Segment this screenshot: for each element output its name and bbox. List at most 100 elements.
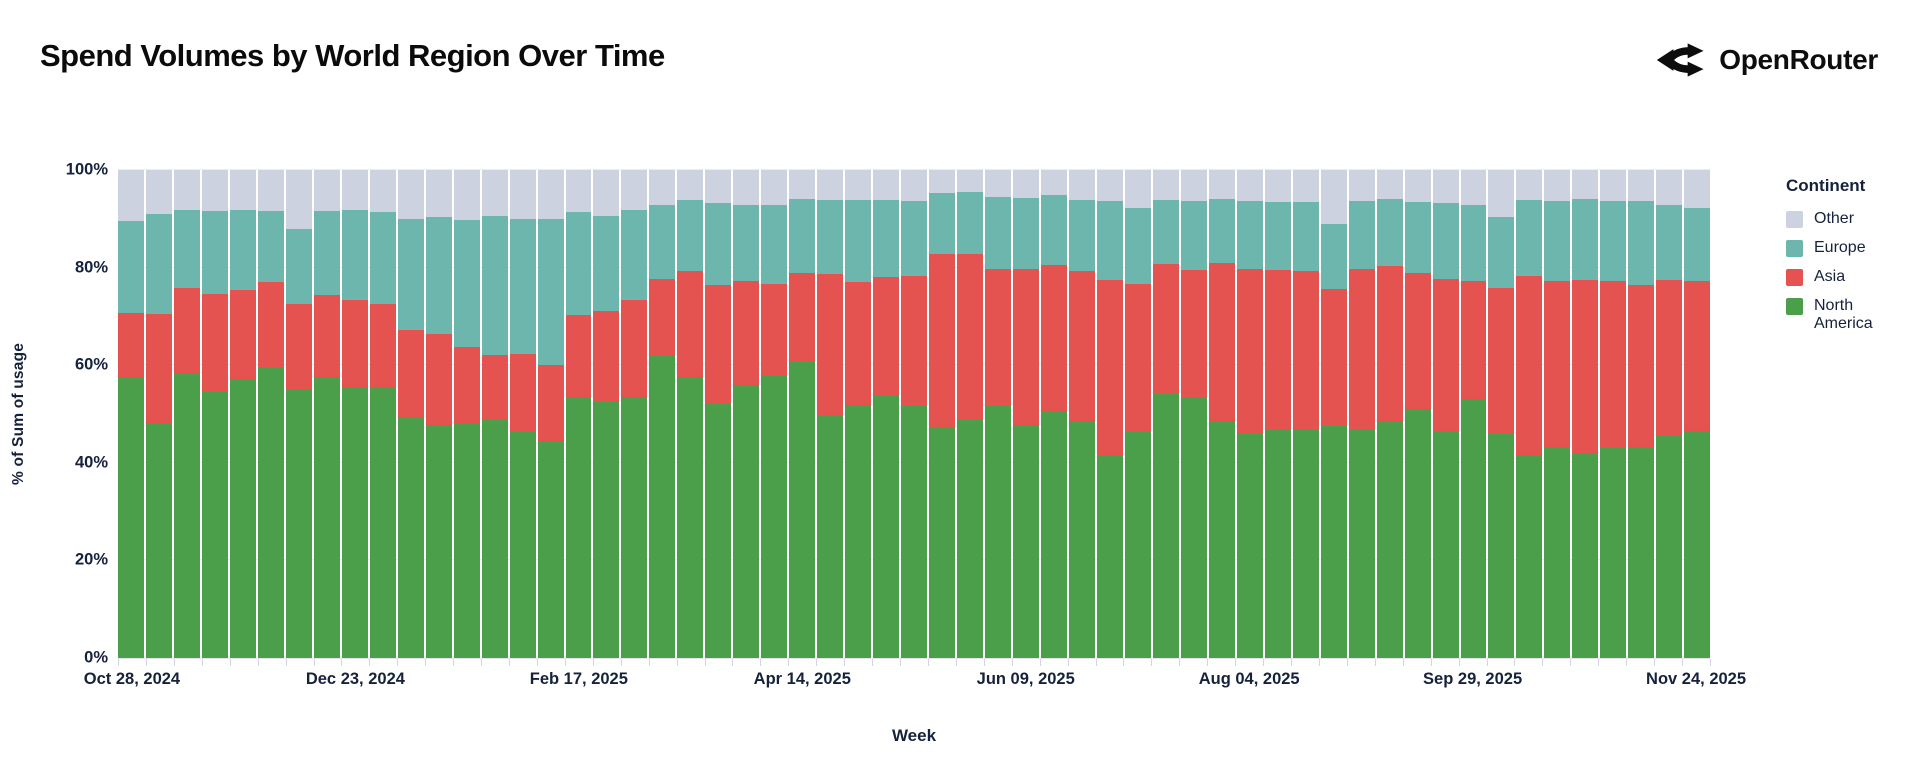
segment-north-america-nov-03-2025[interactable]	[1600, 447, 1627, 658]
segment-north-america-nov-24-2025[interactable]	[1684, 431, 1711, 658]
segment-north-america-aug-11-2025[interactable]	[1264, 430, 1291, 658]
segment-other-feb-24-2025[interactable]	[593, 170, 620, 217]
segment-other-jun-30-2025[interactable]	[1096, 170, 1123, 201]
segment-europe-dec-30-2024[interactable]	[369, 211, 396, 305]
segment-asia-nov-17-2025[interactable]	[1656, 279, 1683, 437]
segment-north-america-sep-01-2025[interactable]	[1348, 429, 1375, 658]
segment-north-america-oct-28-2024[interactable]	[118, 377, 144, 658]
segment-other-nov-17-2025[interactable]	[1656, 170, 1683, 205]
segment-other-mar-03-2025[interactable]	[621, 170, 648, 211]
segment-europe-jun-16-2025[interactable]	[1040, 194, 1067, 266]
segment-asia-jun-02-2025[interactable]	[985, 268, 1011, 406]
segment-asia-dec-30-2024[interactable]	[369, 304, 396, 387]
segment-europe-feb-17-2025[interactable]	[565, 212, 592, 316]
segment-asia-jun-09-2025[interactable]	[1013, 268, 1039, 425]
segment-asia-nov-04-2024[interactable]	[145, 314, 172, 423]
segment-europe-apr-14-2025[interactable]	[789, 198, 816, 273]
segment-asia-may-05-2025[interactable]	[873, 277, 900, 397]
segment-north-america-jul-07-2025[interactable]	[1124, 432, 1151, 658]
segment-north-america-nov-17-2025[interactable]	[1656, 436, 1683, 658]
segment-asia-jun-16-2025[interactable]	[1040, 265, 1067, 412]
segment-north-america-nov-18-2024[interactable]	[201, 392, 228, 658]
segment-europe-dec-09-2024[interactable]	[285, 228, 312, 305]
segment-europe-oct-13-2025[interactable]	[1516, 199, 1543, 277]
segment-europe-jan-27-2025[interactable]	[481, 216, 508, 356]
segment-europe-dec-23-2024[interactable]	[341, 209, 368, 300]
segment-other-may-19-2025[interactable]	[929, 170, 956, 194]
segment-asia-feb-17-2025[interactable]	[565, 315, 592, 398]
segment-europe-mar-31-2025[interactable]	[733, 204, 760, 281]
segment-asia-oct-13-2025[interactable]	[1516, 276, 1543, 455]
segment-other-jun-09-2025[interactable]	[1013, 170, 1039, 198]
segment-other-jul-28-2025[interactable]	[1208, 170, 1235, 199]
segment-europe-aug-25-2025[interactable]	[1320, 224, 1347, 290]
segment-north-america-dec-16-2024[interactable]	[313, 377, 340, 658]
segment-asia-nov-24-2025[interactable]	[1684, 280, 1711, 432]
segment-europe-nov-04-2024[interactable]	[145, 214, 172, 315]
segment-north-america-nov-25-2024[interactable]	[229, 378, 256, 658]
segment-north-america-aug-25-2025[interactable]	[1320, 426, 1347, 658]
segment-other-nov-03-2025[interactable]	[1600, 170, 1627, 202]
segment-europe-jul-21-2025[interactable]	[1180, 201, 1207, 270]
segment-asia-aug-18-2025[interactable]	[1292, 271, 1319, 430]
segment-north-america-oct-20-2025[interactable]	[1544, 446, 1571, 658]
segment-europe-nov-25-2024[interactable]	[229, 210, 256, 290]
segment-asia-dec-09-2024[interactable]	[285, 304, 312, 390]
segment-other-may-05-2025[interactable]	[873, 170, 900, 200]
segment-asia-mar-31-2025[interactable]	[733, 280, 760, 385]
segment-north-america-nov-10-2025[interactable]	[1628, 446, 1655, 658]
segment-asia-sep-08-2025[interactable]	[1376, 266, 1403, 422]
segment-europe-may-12-2025[interactable]	[901, 201, 928, 276]
segment-other-dec-16-2024[interactable]	[313, 170, 340, 211]
segment-north-america-jun-23-2025[interactable]	[1068, 421, 1095, 658]
segment-europe-sep-08-2025[interactable]	[1376, 198, 1403, 267]
segment-north-america-sep-15-2025[interactable]	[1404, 408, 1431, 658]
segment-north-america-jul-14-2025[interactable]	[1152, 393, 1179, 658]
segment-other-may-12-2025[interactable]	[901, 170, 928, 202]
segment-europe-mar-03-2025[interactable]	[621, 210, 648, 301]
segment-north-america-apr-14-2025[interactable]	[789, 362, 816, 658]
segment-europe-may-19-2025[interactable]	[929, 193, 956, 254]
segment-europe-jun-02-2025[interactable]	[985, 197, 1011, 269]
segment-north-america-mar-31-2025[interactable]	[733, 384, 760, 658]
segment-other-sep-01-2025[interactable]	[1348, 170, 1375, 201]
segment-other-dec-09-2024[interactable]	[285, 170, 312, 229]
segment-asia-jan-06-2025[interactable]	[397, 329, 424, 418]
segment-europe-may-26-2025[interactable]	[957, 191, 984, 254]
segment-europe-sep-15-2025[interactable]	[1404, 201, 1431, 273]
segment-europe-oct-27-2025[interactable]	[1572, 198, 1599, 280]
segment-europe-sep-22-2025[interactable]	[1432, 202, 1459, 280]
segment-other-apr-21-2025[interactable]	[817, 170, 844, 200]
legend-item-europe[interactable]: Europe	[1786, 239, 1911, 257]
segment-other-feb-17-2025[interactable]	[565, 170, 592, 212]
segment-other-dec-02-2024[interactable]	[257, 170, 284, 211]
legend-item-asia[interactable]: Asia	[1786, 268, 1911, 286]
segment-europe-apr-28-2025[interactable]	[845, 199, 872, 283]
segment-europe-jun-30-2025[interactable]	[1096, 200, 1123, 280]
segment-other-sep-29-2025[interactable]	[1460, 170, 1487, 206]
segment-asia-feb-10-2025[interactable]	[537, 365, 564, 441]
segment-other-nov-11-2024[interactable]	[173, 170, 200, 211]
segment-other-mar-31-2025[interactable]	[733, 170, 760, 205]
segment-other-apr-28-2025[interactable]	[845, 170, 872, 200]
segment-europe-oct-06-2025[interactable]	[1488, 217, 1515, 288]
segment-other-nov-18-2024[interactable]	[201, 170, 228, 212]
segment-other-oct-27-2025[interactable]	[1572, 170, 1599, 199]
segment-other-sep-22-2025[interactable]	[1432, 170, 1459, 203]
segment-north-america-aug-18-2025[interactable]	[1292, 429, 1319, 658]
segment-other-aug-11-2025[interactable]	[1264, 170, 1291, 203]
segment-europe-mar-17-2025[interactable]	[677, 199, 704, 272]
segment-north-america-nov-04-2024[interactable]	[145, 422, 172, 658]
segment-other-jul-21-2025[interactable]	[1180, 170, 1207, 202]
segment-north-america-mar-24-2025[interactable]	[705, 404, 732, 658]
segment-europe-may-05-2025[interactable]	[873, 199, 900, 278]
segment-asia-nov-25-2024[interactable]	[229, 289, 256, 379]
segment-other-apr-14-2025[interactable]	[789, 170, 816, 199]
segment-europe-nov-17-2025[interactable]	[1656, 204, 1683, 280]
segment-asia-apr-14-2025[interactable]	[789, 272, 816, 363]
segment-other-nov-10-2025[interactable]	[1628, 170, 1655, 201]
segment-north-america-apr-21-2025[interactable]	[817, 415, 844, 658]
segment-asia-jul-07-2025[interactable]	[1124, 284, 1151, 433]
segment-north-america-may-26-2025[interactable]	[957, 419, 984, 658]
segment-other-dec-23-2024[interactable]	[341, 170, 368, 210]
